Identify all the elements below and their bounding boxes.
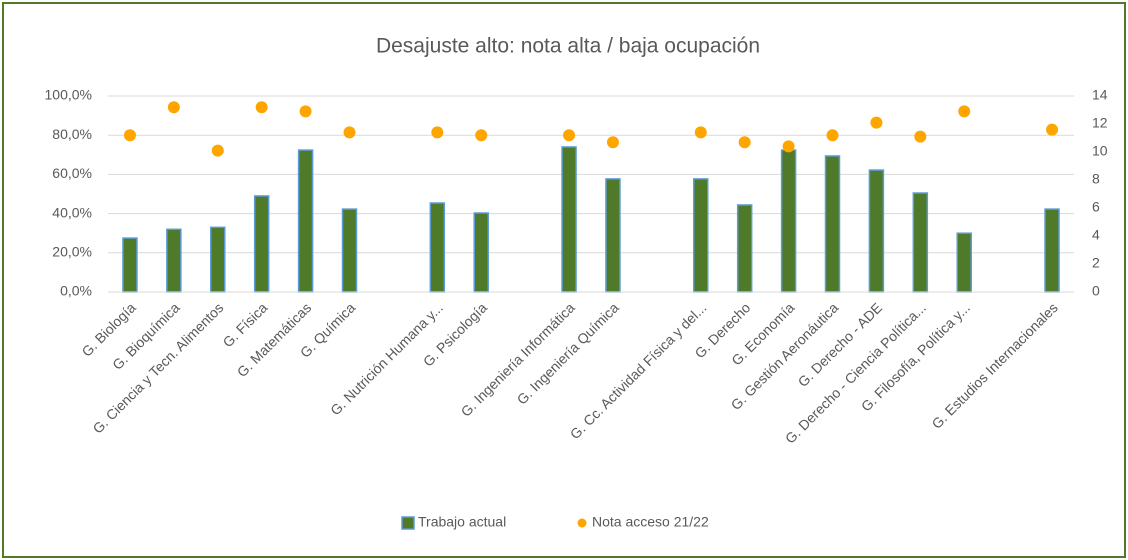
bar xyxy=(297,149,314,293)
y-tick-label: 20,0% xyxy=(52,244,92,260)
dot xyxy=(782,140,795,153)
dot xyxy=(343,126,356,139)
dot xyxy=(299,105,312,118)
dot xyxy=(475,129,488,142)
bar xyxy=(912,192,929,293)
dot xyxy=(826,129,839,142)
dot xyxy=(211,144,224,157)
bar xyxy=(429,202,446,293)
dot xyxy=(1046,123,1059,136)
y2-tick-label: 10 xyxy=(1092,143,1108,159)
bar xyxy=(736,204,753,293)
y2-tick-label: 2 xyxy=(1092,255,1100,271)
bar xyxy=(122,237,138,293)
dot xyxy=(431,126,444,139)
y-tick-label: 40,0% xyxy=(52,204,92,220)
y2-tick-label: 0 xyxy=(1092,283,1100,299)
dot xyxy=(914,130,927,143)
dot xyxy=(694,126,707,139)
y-tick-label: 100,0% xyxy=(45,87,92,103)
y-tick-label: 0,0% xyxy=(60,283,92,299)
bar xyxy=(473,212,489,293)
chart-title: Desajuste alto: nota alta / baja ocupaci… xyxy=(376,35,760,58)
bar xyxy=(210,226,226,293)
y2-tick-label: 12 xyxy=(1092,115,1108,131)
bar xyxy=(780,149,797,293)
legend-label: Nota acceso 21/22 xyxy=(592,514,709,530)
dot xyxy=(255,101,268,114)
dot xyxy=(958,105,971,118)
dot xyxy=(870,116,883,129)
legend-swatch xyxy=(577,518,587,528)
bar xyxy=(1044,208,1060,293)
legend-label: Trabajo actual xyxy=(418,514,506,530)
dot xyxy=(606,136,619,149)
bar xyxy=(824,155,841,293)
y-tick-label: 60,0% xyxy=(52,165,92,181)
bar xyxy=(166,228,182,293)
bar xyxy=(693,178,709,293)
bar xyxy=(956,232,972,293)
legend-swatch xyxy=(401,516,415,530)
bar xyxy=(605,178,621,293)
dot xyxy=(563,129,576,142)
y2-tick-label: 14 xyxy=(1092,87,1108,103)
y2-tick-label: 6 xyxy=(1092,199,1100,215)
bar xyxy=(253,195,270,293)
bar xyxy=(341,208,358,293)
bar xyxy=(868,169,885,293)
y2-tick-label: 8 xyxy=(1092,171,1100,187)
y-tick-label: 80,0% xyxy=(52,126,92,142)
bar xyxy=(561,146,577,293)
dot xyxy=(123,129,136,142)
dot xyxy=(738,136,751,149)
dot xyxy=(167,101,180,114)
y2-tick-label: 4 xyxy=(1092,227,1100,243)
